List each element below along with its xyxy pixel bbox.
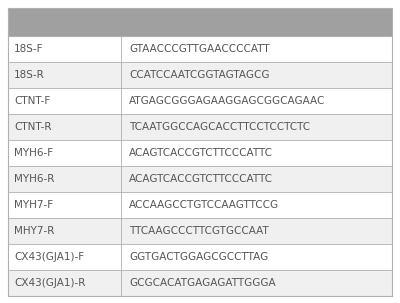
Bar <box>8 192 392 218</box>
Bar <box>8 218 392 244</box>
Text: CTNT-F: CTNT-F <box>14 96 50 106</box>
Text: ACCAAGCCTGTCCAAGTTCCG: ACCAAGCCTGTCCAAGTTCCG <box>129 200 280 210</box>
Text: CX43(GJA1)-R: CX43(GJA1)-R <box>14 278 85 288</box>
Text: GTAACCCGTTGAACCCCATT: GTAACCCGTTGAACCCCATT <box>129 44 270 54</box>
Text: MYH6-R: MYH6-R <box>14 174 54 184</box>
Bar <box>8 36 392 62</box>
Bar <box>8 244 392 270</box>
Text: 18S-F: 18S-F <box>14 44 44 54</box>
Text: CTNT-R: CTNT-R <box>14 122 52 132</box>
Text: GCGCACATGAGAGATTGGGA: GCGCACATGAGAGATTGGGA <box>129 278 276 288</box>
Text: CCATCCAATCGGTAGTAGCG: CCATCCAATCGGTAGTAGCG <box>129 70 270 80</box>
Bar <box>8 62 392 88</box>
Text: ACAGTCACCGTCTTCCCATTC: ACAGTCACCGTCTTCCCATTC <box>129 148 273 158</box>
Bar <box>8 88 392 114</box>
Bar <box>8 114 392 140</box>
Text: MHY7-R: MHY7-R <box>14 226 54 236</box>
Bar <box>8 166 392 192</box>
Text: MYH7-F: MYH7-F <box>14 200 53 210</box>
Text: ACAGTCACCGTCTTCCCATTC: ACAGTCACCGTCTTCCCATTC <box>129 174 273 184</box>
Text: GGTGACTGGAGCGCCTTAG: GGTGACTGGAGCGCCTTAG <box>129 252 268 262</box>
Text: TCAATGGCCAGCACCTTCCTCCTCTC: TCAATGGCCAGCACCTTCCTCCTCTC <box>129 122 310 132</box>
Bar <box>8 270 392 296</box>
Text: 18S-R: 18S-R <box>14 70 45 80</box>
Bar <box>8 140 392 166</box>
Text: TTCAAGCCCTTCGTGCCAAT: TTCAAGCCCTTCGTGCCAAT <box>129 226 269 236</box>
Text: MYH6-F: MYH6-F <box>14 148 53 158</box>
Bar <box>8 8 392 36</box>
Text: CX43(GJA1)-F: CX43(GJA1)-F <box>14 252 84 262</box>
Text: ATGAGCGGGAGAAGGAGCGGCAGAAC: ATGAGCGGGAGAAGGAGCGGCAGAAC <box>129 96 326 106</box>
